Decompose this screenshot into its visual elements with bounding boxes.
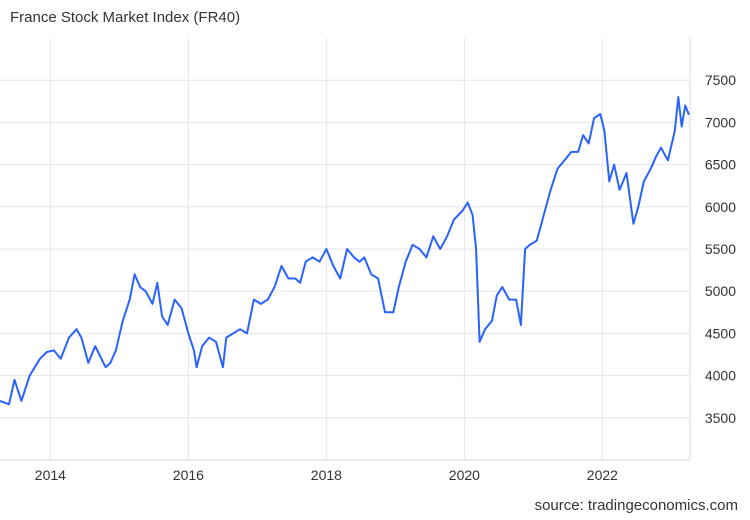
axes: 3500 4000 4500 5000 5500 6000 6500 7000 7500 2014… bbox=[0, 38, 736, 483]
y-tick-label: 7500 bbox=[705, 72, 736, 88]
y-tick-label: 4500 bbox=[705, 325, 736, 341]
x-tick-label: 2018 bbox=[311, 467, 342, 483]
y-tick-label: 7000 bbox=[705, 114, 736, 130]
chart-title: France Stock Market Index (FR40) bbox=[10, 9, 241, 26]
x-tick-label: 2016 bbox=[173, 467, 204, 483]
y-tick-label: 3500 bbox=[705, 410, 736, 426]
x-tick-label: 2014 bbox=[35, 467, 66, 483]
y-tick-label: 5500 bbox=[705, 241, 736, 257]
y-tick-label: 5000 bbox=[705, 283, 736, 299]
grid bbox=[0, 38, 690, 460]
y-tick-label: 6500 bbox=[705, 157, 736, 173]
y-tick-label: 6000 bbox=[705, 199, 736, 215]
x-tick-label: 2022 bbox=[587, 467, 618, 483]
source-attribution: source: tradingeconomics.com bbox=[534, 497, 738, 514]
y-tick-label: 4000 bbox=[705, 368, 736, 384]
series-layer bbox=[0, 96, 690, 406]
series-line bbox=[0, 96, 690, 406]
x-tick-label: 2020 bbox=[449, 467, 480, 483]
